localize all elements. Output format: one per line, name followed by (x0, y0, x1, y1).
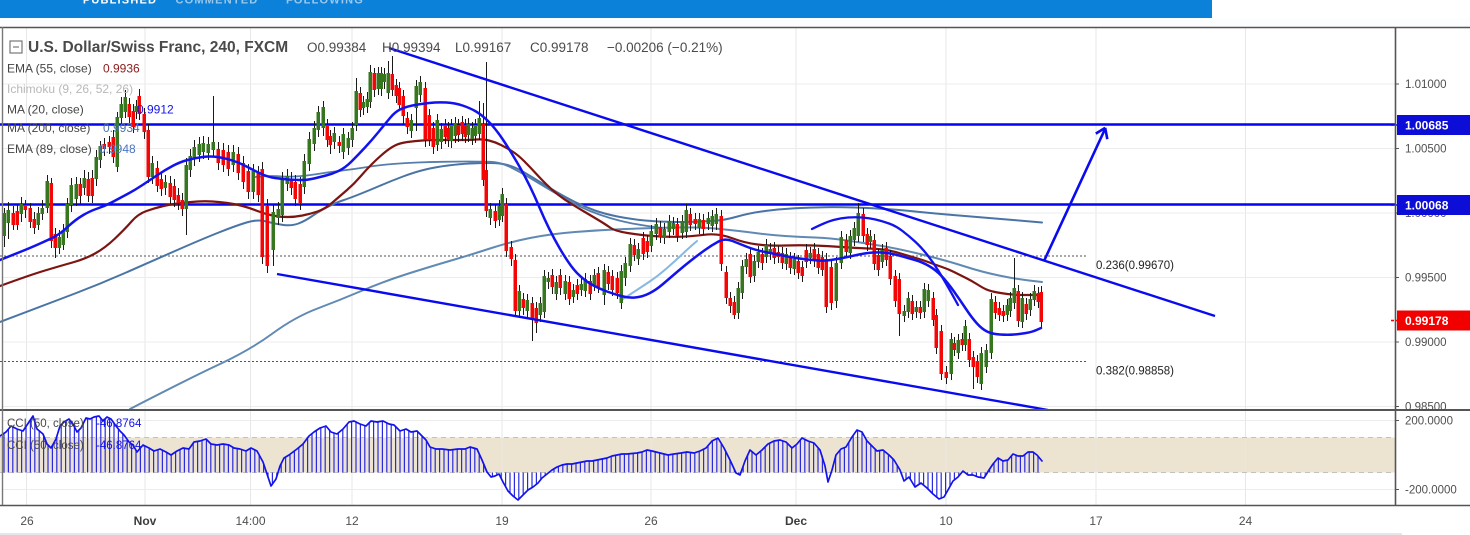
svg-text:1.00500: 1.00500 (1405, 144, 1447, 156)
svg-text:1.00685: 1.00685 (1405, 119, 1449, 133)
svg-text:Dec: Dec (785, 514, 807, 528)
svg-text:0.9912: 0.9912 (137, 103, 174, 117)
svg-text:-46.8764: -46.8764 (96, 418, 142, 430)
svg-text:CCI (50, close): CCI (50, close) (7, 418, 84, 430)
svg-text:0.99500: 0.99500 (1405, 273, 1447, 285)
svg-text:14:00: 14:00 (235, 514, 265, 528)
svg-text:0.9934: 0.9934 (103, 121, 140, 135)
svg-text:1.01000: 1.01000 (1405, 79, 1447, 91)
svg-text:-46.8764: -46.8764 (96, 440, 142, 452)
svg-text:CCI (50, close): CCI (50, close) (7, 440, 84, 452)
svg-text:0.99000: 0.99000 (1405, 337, 1447, 349)
svg-text:0.99178: 0.99178 (1405, 314, 1449, 328)
svg-text:COMMENTED: COMMENTED (176, 0, 259, 7)
svg-text:24: 24 (1239, 514, 1253, 528)
svg-text:1.00068: 1.00068 (1405, 199, 1449, 213)
svg-text:-200.0000: -200.0000 (1405, 485, 1457, 497)
svg-text:U.S. Dollar/Swiss Franc, 240,: U.S. Dollar/Swiss Franc, 240, FXCM (28, 39, 288, 56)
svg-text:EMA (55, close): EMA (55, close) (7, 62, 92, 76)
svg-text:26: 26 (644, 514, 658, 528)
svg-text:0.9936: 0.9936 (103, 62, 140, 76)
svg-text:0.98500: 0.98500 (1405, 402, 1447, 414)
svg-text:12: 12 (345, 514, 359, 528)
svg-text:26: 26 (20, 514, 34, 528)
svg-text:PUBLISHED: PUBLISHED (83, 0, 157, 7)
svg-text:MA (20, close): MA (20, close) (7, 103, 84, 117)
svg-text:10: 10 (939, 514, 953, 528)
svg-text:200.0000: 200.0000 (1405, 416, 1453, 428)
svg-text:19: 19 (495, 514, 509, 528)
svg-text:Ichimoku (9, 26, 52, 26): Ichimoku (9, 26, 52, 26) (7, 82, 133, 96)
svg-text:17: 17 (1089, 514, 1103, 528)
svg-text:0.9948: 0.9948 (99, 142, 136, 156)
svg-text:0.382(0.98858): 0.382(0.98858) (1096, 366, 1174, 378)
svg-text:0.236(0.99670): 0.236(0.99670) (1096, 260, 1174, 272)
svg-text:MA (200, close): MA (200, close) (7, 121, 90, 135)
svg-text:FOLLOWING: FOLLOWING (286, 0, 364, 7)
svg-text:Nov: Nov (134, 514, 157, 528)
svg-text:EMA (89, close): EMA (89, close) (7, 142, 92, 156)
